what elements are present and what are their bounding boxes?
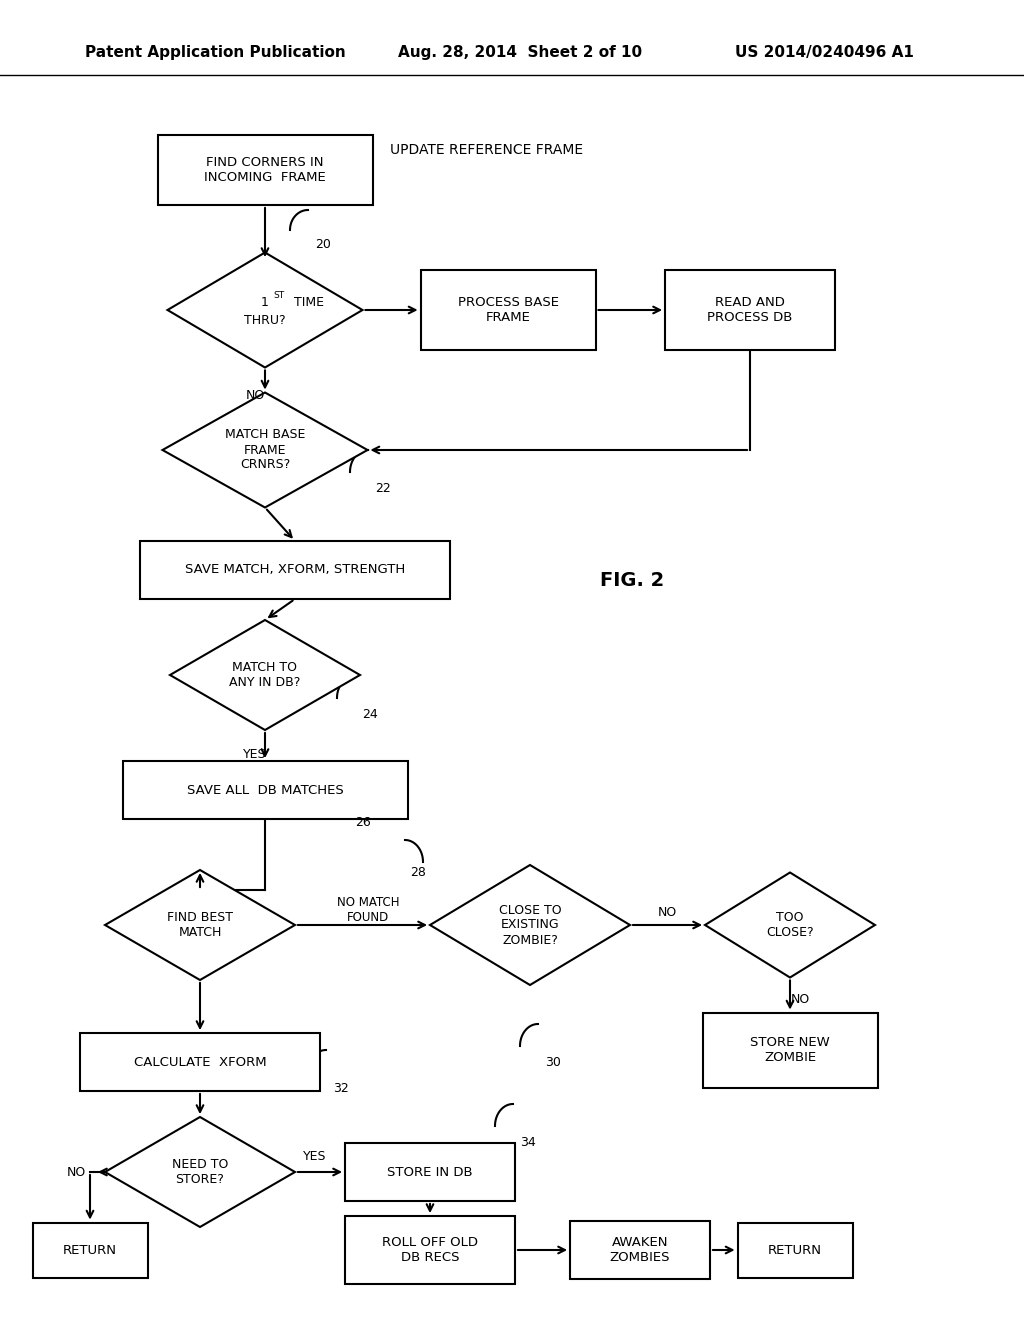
Text: SAVE ALL  DB MATCHES: SAVE ALL DB MATCHES — [186, 784, 343, 796]
Text: STORE IN DB: STORE IN DB — [387, 1166, 473, 1179]
Polygon shape — [105, 870, 295, 979]
Text: 22: 22 — [375, 482, 391, 495]
Text: 24: 24 — [362, 708, 378, 721]
Text: 28: 28 — [410, 866, 426, 879]
Text: TOO
CLOSE?: TOO CLOSE? — [766, 911, 814, 939]
Text: STORE NEW
ZOMBIE: STORE NEW ZOMBIE — [751, 1036, 829, 1064]
Text: NO: NO — [791, 993, 810, 1006]
FancyBboxPatch shape — [158, 135, 373, 205]
Text: MATCH BASE
FRAME
CRNRS?: MATCH BASE FRAME CRNRS? — [225, 429, 305, 471]
Text: NO: NO — [657, 907, 677, 920]
Text: READ AND
PROCESS DB: READ AND PROCESS DB — [708, 296, 793, 323]
Text: UPDATE REFERENCE FRAME: UPDATE REFERENCE FRAME — [390, 143, 583, 157]
Text: AWAKEN
ZOMBIES: AWAKEN ZOMBIES — [609, 1236, 671, 1265]
Text: Aug. 28, 2014  Sheet 2 of 10: Aug. 28, 2014 Sheet 2 of 10 — [398, 45, 642, 61]
Text: PROCESS BASE
FRAME: PROCESS BASE FRAME — [458, 296, 558, 323]
Text: THRU?: THRU? — [244, 314, 286, 326]
Text: FIND BEST
MATCH: FIND BEST MATCH — [167, 911, 233, 939]
Text: US 2014/0240496 A1: US 2014/0240496 A1 — [735, 45, 913, 61]
Text: ROLL OFF OLD
DB RECS: ROLL OFF OLD DB RECS — [382, 1236, 478, 1265]
Text: 32: 32 — [333, 1081, 349, 1094]
Text: ST: ST — [273, 292, 284, 301]
Text: Patent Application Publication: Patent Application Publication — [85, 45, 346, 61]
FancyBboxPatch shape — [345, 1143, 515, 1201]
Polygon shape — [163, 392, 368, 507]
FancyBboxPatch shape — [737, 1222, 853, 1278]
Polygon shape — [705, 873, 874, 978]
FancyBboxPatch shape — [570, 1221, 710, 1279]
Text: RETURN: RETURN — [768, 1243, 822, 1257]
Text: CALCULATE  XFORM: CALCULATE XFORM — [134, 1056, 266, 1068]
Text: 1: 1 — [261, 296, 269, 309]
Text: SAVE MATCH, XFORM, STRENGTH: SAVE MATCH, XFORM, STRENGTH — [185, 564, 406, 577]
Text: 34: 34 — [520, 1135, 536, 1148]
FancyBboxPatch shape — [33, 1222, 147, 1278]
Text: FIND CORNERS IN
INCOMING  FRAME: FIND CORNERS IN INCOMING FRAME — [204, 156, 326, 183]
Text: NO: NO — [67, 1166, 86, 1179]
Text: NO MATCH
FOUND: NO MATCH FOUND — [337, 896, 399, 924]
FancyBboxPatch shape — [140, 541, 450, 599]
Text: CLOSE TO
EXISTING
ZOMBIE?: CLOSE TO EXISTING ZOMBIE? — [499, 903, 561, 946]
Polygon shape — [168, 252, 362, 367]
FancyBboxPatch shape — [123, 762, 408, 818]
Text: NEED TO
STORE?: NEED TO STORE? — [172, 1158, 228, 1185]
Polygon shape — [170, 620, 360, 730]
Text: RETURN: RETURN — [63, 1243, 117, 1257]
Text: YES: YES — [244, 748, 266, 762]
FancyBboxPatch shape — [702, 1012, 878, 1088]
FancyBboxPatch shape — [421, 271, 596, 350]
Text: 26: 26 — [355, 816, 371, 829]
Polygon shape — [430, 865, 630, 985]
Polygon shape — [105, 1117, 295, 1228]
Text: MATCH TO
ANY IN DB?: MATCH TO ANY IN DB? — [229, 661, 301, 689]
Text: NO: NO — [246, 389, 264, 403]
Text: TIME: TIME — [290, 296, 324, 309]
Text: 20: 20 — [315, 239, 331, 252]
FancyBboxPatch shape — [80, 1034, 319, 1092]
Text: YES: YES — [303, 1151, 327, 1163]
Text: 30: 30 — [545, 1056, 561, 1068]
FancyBboxPatch shape — [345, 1216, 515, 1284]
Text: FIG. 2: FIG. 2 — [600, 570, 665, 590]
FancyBboxPatch shape — [665, 271, 835, 350]
